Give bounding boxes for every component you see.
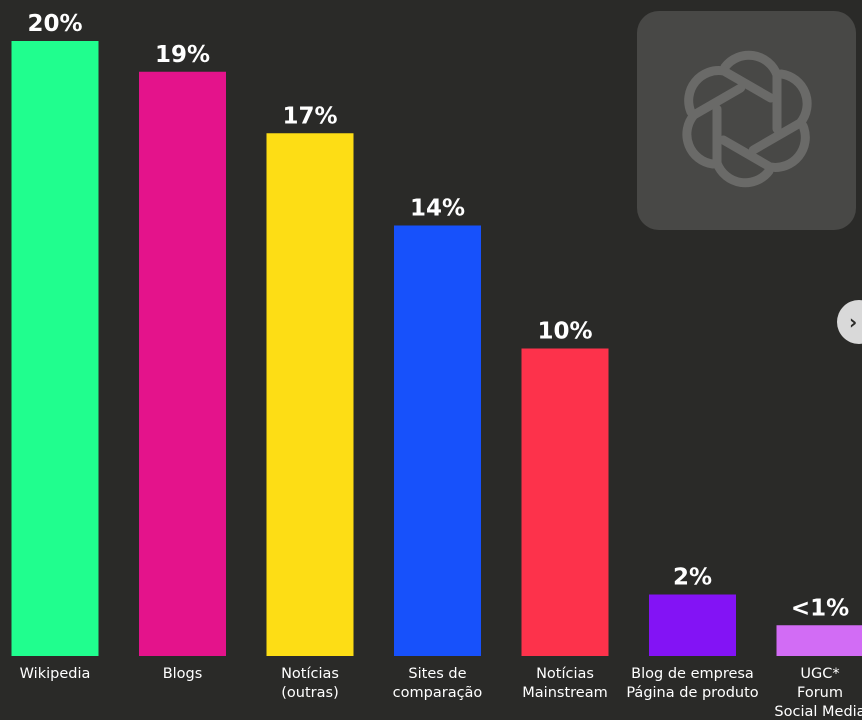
bar-4 bbox=[521, 348, 609, 656]
category-label-2-1: (outras) bbox=[281, 685, 338, 701]
bar-2 bbox=[266, 133, 354, 656]
category-label-0-0: Wikipedia bbox=[20, 666, 91, 682]
data-label-3: 14% bbox=[410, 196, 465, 222]
data-label-4: 10% bbox=[537, 319, 592, 345]
category-label-6-2: Social Media bbox=[774, 704, 862, 720]
data-label-1: 19% bbox=[155, 42, 210, 68]
category-label-3-0: Sites de bbox=[408, 666, 466, 682]
bar-1 bbox=[139, 71, 226, 656]
category-label-6-1: Forum bbox=[797, 685, 843, 701]
category-label-6-0: UGC* bbox=[800, 666, 839, 682]
category-label-5-1: Página de produto bbox=[626, 685, 758, 701]
category-label-2-0: Notícias bbox=[281, 666, 339, 682]
bar-0 bbox=[11, 41, 99, 656]
bar-3 bbox=[394, 225, 481, 656]
logo-card bbox=[637, 11, 856, 230]
data-label-5: 2% bbox=[673, 565, 712, 591]
category-label-4-1: Mainstream bbox=[522, 685, 607, 701]
category-label-1-0: Blogs bbox=[163, 666, 203, 682]
data-label-0: 20% bbox=[27, 11, 82, 37]
category-label-3-1: comparação bbox=[393, 685, 483, 701]
data-label-2: 17% bbox=[282, 103, 337, 129]
category-label-4-0: Notícias bbox=[536, 666, 594, 682]
openai-logo-icon bbox=[682, 50, 812, 188]
bar-6 bbox=[776, 625, 862, 656]
data-label-6: <1% bbox=[791, 595, 849, 621]
bar-5 bbox=[649, 594, 736, 656]
category-label-5-0: Blog de empresa bbox=[631, 666, 754, 682]
